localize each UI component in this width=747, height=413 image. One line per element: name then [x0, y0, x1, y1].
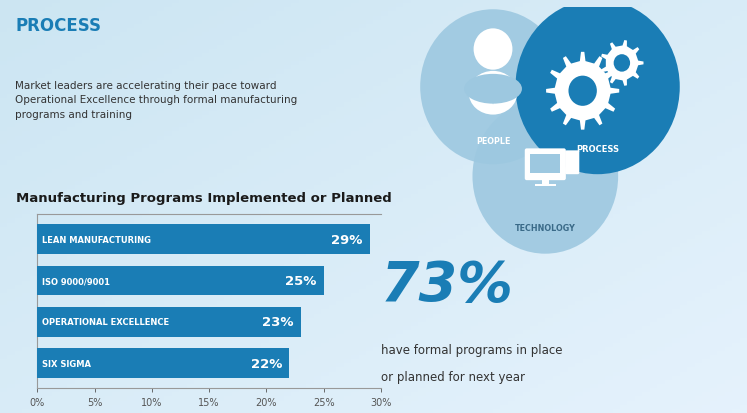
Text: PEOPLE: PEOPLE [476, 137, 510, 145]
Ellipse shape [469, 72, 517, 115]
FancyBboxPatch shape [530, 155, 560, 174]
Text: Market leaders are accelerating their pace toward
Operational Excellence through: Market leaders are accelerating their pa… [15, 81, 297, 119]
Text: OPERATIONAL EXCELLENCE: OPERATIONAL EXCELLENCE [42, 318, 169, 327]
Text: have formal programs in place: have formal programs in place [381, 343, 562, 356]
Text: PROCESS: PROCESS [15, 17, 102, 34]
Circle shape [474, 29, 512, 71]
Text: 29%: 29% [331, 233, 362, 246]
Bar [37, 225, 370, 254]
Text: SIX SIGMA: SIX SIGMA [42, 359, 91, 368]
Text: 22%: 22% [251, 357, 282, 370]
Bar [542, 179, 549, 186]
Text: or planned for next year: or planned for next year [381, 370, 525, 384]
Text: PROCESS: PROCESS [576, 145, 619, 154]
Circle shape [614, 55, 630, 73]
Bar [37, 266, 323, 296]
Text: LEAN MANUFACTURING: LEAN MANUFACTURING [42, 235, 151, 244]
Polygon shape [546, 53, 619, 131]
Bar [37, 349, 289, 378]
Ellipse shape [464, 75, 522, 104]
Text: 25%: 25% [285, 274, 317, 287]
Text: 23%: 23% [262, 316, 294, 329]
Circle shape [568, 76, 597, 107]
Circle shape [472, 100, 618, 254]
Text: Manufacturing Programs Implemented or Planned: Manufacturing Programs Implemented or Pl… [16, 192, 391, 205]
Circle shape [420, 10, 566, 165]
Text: ISO 9000/9001: ISO 9000/9001 [42, 276, 110, 285]
Circle shape [515, 0, 680, 175]
Bar [37, 307, 301, 337]
Polygon shape [601, 41, 643, 87]
FancyBboxPatch shape [524, 149, 566, 181]
Polygon shape [489, 83, 498, 105]
Text: TECHNOLOGY: TECHNOLOGY [515, 224, 576, 233]
Bar [535, 184, 556, 187]
Text: 73%: 73% [381, 259, 514, 313]
FancyBboxPatch shape [565, 151, 580, 175]
